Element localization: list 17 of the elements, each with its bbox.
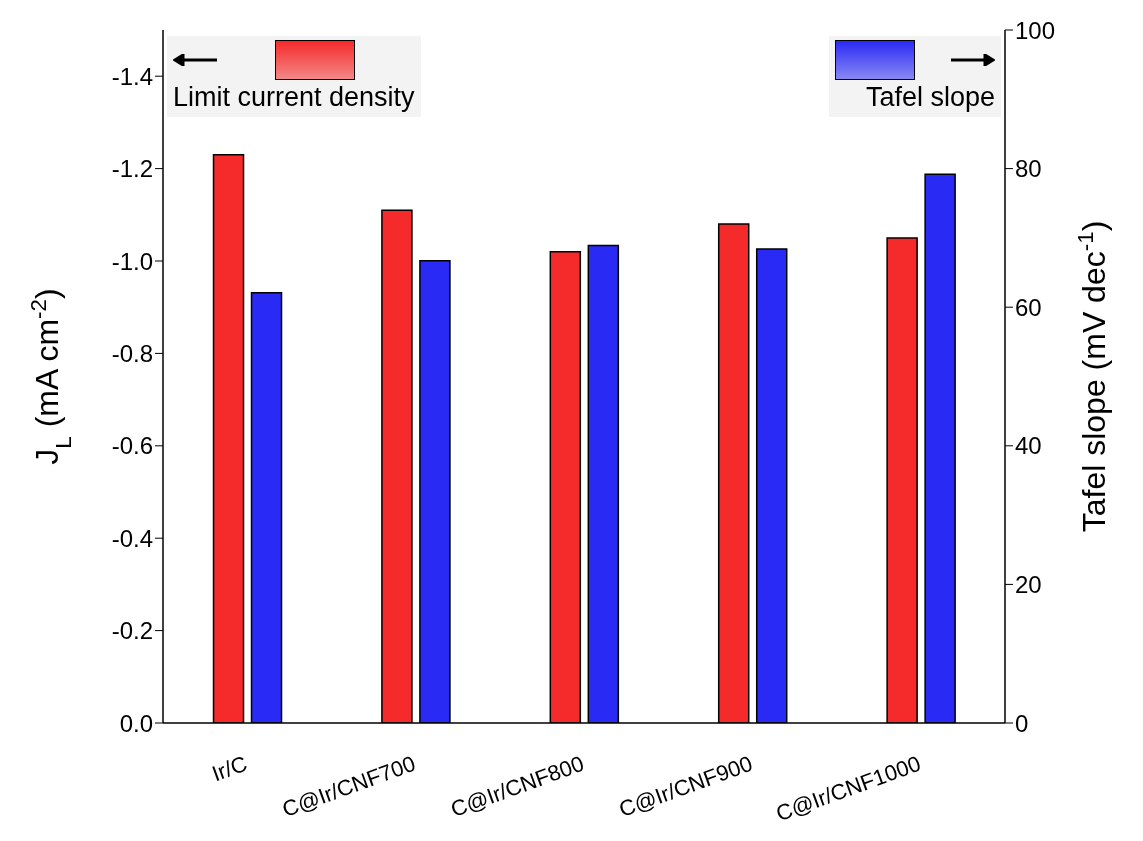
y2-tick-label: 100	[1015, 16, 1056, 44]
y2-tick-label: 60	[1015, 293, 1042, 321]
y-tick-label: 0.0	[119, 709, 153, 737]
y-tick-label: -1.4	[111, 62, 153, 90]
y-tick-label: -0.8	[111, 339, 153, 367]
y2-tick-label: 40	[1015, 432, 1042, 460]
x-tick-label: Ir/C	[208, 750, 251, 787]
y-tick-label: -1.2	[111, 155, 153, 183]
y2-tick-label: 80	[1015, 155, 1042, 183]
y-tick-label: -0.6	[111, 432, 153, 460]
legend-label: Limit current density	[173, 82, 415, 113]
y2-tick-label: 0	[1015, 709, 1029, 737]
y-tick-label: -1.0	[111, 247, 153, 275]
legend-label: Tafel slope	[864, 82, 995, 113]
y2-tick-label: 20	[1015, 570, 1042, 598]
y-tick-label: -0.4	[111, 524, 153, 552]
y-tick-label: -0.2	[111, 617, 153, 645]
